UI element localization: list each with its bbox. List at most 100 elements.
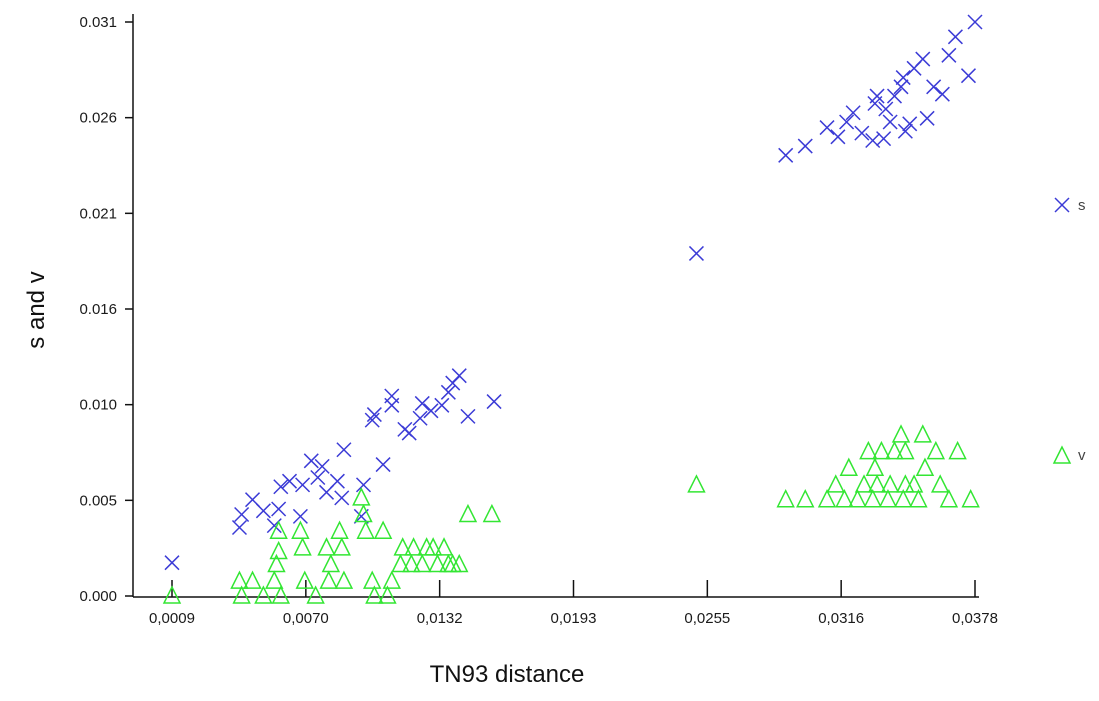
data-point-s bbox=[897, 123, 913, 139]
x-tick-label: 0,0009 bbox=[149, 610, 195, 627]
data-point-s bbox=[688, 245, 704, 261]
x-tick-label: 0,0316 bbox=[818, 610, 864, 627]
data-point-v bbox=[352, 487, 371, 506]
data-point-v bbox=[267, 553, 286, 573]
data-point-s bbox=[778, 147, 794, 163]
data-point-v bbox=[254, 585, 273, 604]
legend: sv bbox=[1052, 197, 1086, 464]
data-point-v bbox=[848, 489, 867, 508]
data-point-v bbox=[872, 440, 891, 460]
data-point-v bbox=[295, 570, 314, 589]
data-point-v bbox=[926, 440, 946, 460]
data-point-s bbox=[231, 519, 247, 536]
series-s bbox=[164, 14, 983, 571]
data-point-s bbox=[878, 101, 894, 117]
x-tick-label: 0,0132 bbox=[417, 610, 463, 627]
data-point-s bbox=[819, 120, 835, 136]
data-point-s bbox=[364, 412, 380, 428]
data-point-s bbox=[886, 88, 903, 104]
x-axis-title: TN93 distance bbox=[430, 661, 585, 688]
data-point-v bbox=[893, 489, 913, 508]
data-point-v bbox=[306, 585, 325, 604]
data-point-v bbox=[404, 537, 423, 556]
data-point-s bbox=[255, 503, 271, 519]
data-point-v bbox=[354, 503, 373, 523]
data-point-v bbox=[391, 553, 410, 573]
data-point-v bbox=[880, 474, 900, 493]
axes bbox=[132, 14, 979, 598]
data-point-v bbox=[321, 553, 341, 573]
y-axis-title: s and v bbox=[23, 271, 50, 348]
data-point-s bbox=[451, 368, 467, 384]
y-tick-label: 0.026 bbox=[79, 110, 117, 127]
y-tick-label: 0.031 bbox=[79, 14, 117, 31]
data-point-s bbox=[355, 477, 372, 493]
data-point-v bbox=[482, 503, 502, 523]
data-point-v bbox=[859, 440, 878, 460]
data-point-v bbox=[891, 424, 911, 443]
x-tick-label: 0,0193 bbox=[551, 610, 597, 627]
data-point-s bbox=[947, 29, 963, 45]
data-point-v bbox=[293, 537, 312, 556]
data-point-v bbox=[243, 570, 262, 589]
data-point-v bbox=[265, 570, 284, 589]
data-point-s bbox=[854, 125, 870, 141]
data-point-s bbox=[830, 129, 846, 145]
data-point-s bbox=[895, 70, 911, 86]
data-point-v bbox=[319, 570, 338, 589]
legend-marker-s bbox=[1054, 197, 1070, 213]
data-point-v bbox=[458, 503, 478, 523]
data-point-v bbox=[271, 585, 291, 604]
data-point-v bbox=[332, 537, 351, 556]
data-point-v bbox=[687, 474, 706, 493]
data-point-v bbox=[434, 537, 454, 556]
points-layer bbox=[162, 14, 983, 604]
legend-label-s: s bbox=[1078, 197, 1086, 214]
data-point-v bbox=[450, 553, 469, 573]
data-point-s bbox=[310, 469, 326, 486]
data-point-v bbox=[365, 585, 384, 604]
data-point-v bbox=[291, 520, 310, 539]
data-point-s bbox=[375, 457, 391, 473]
data-point-v bbox=[909, 489, 928, 508]
data-point-v bbox=[835, 489, 854, 508]
data-point-v bbox=[867, 474, 887, 493]
data-point-s bbox=[164, 555, 180, 571]
data-point-s bbox=[839, 114, 855, 130]
data-point-v bbox=[839, 457, 858, 476]
data-point-v bbox=[948, 440, 967, 460]
data-point-v bbox=[330, 520, 349, 539]
data-point-s bbox=[876, 131, 892, 147]
legend-item-v: v bbox=[1052, 445, 1086, 464]
data-point-s bbox=[919, 110, 935, 126]
data-point-v bbox=[334, 570, 354, 589]
tick-layer: 0.000 0.005 0.010 0.016 0.021 0.026 0.031 0,000… bbox=[79, 14, 997, 627]
data-point-v bbox=[230, 570, 249, 589]
data-point-v bbox=[378, 585, 397, 604]
data-point-s bbox=[295, 477, 311, 493]
data-point-v bbox=[826, 474, 845, 493]
data-point-s bbox=[941, 47, 957, 63]
data-point-v bbox=[776, 489, 795, 508]
data-point-v bbox=[915, 457, 935, 476]
data-point-s bbox=[423, 403, 439, 419]
data-point-s bbox=[266, 518, 282, 534]
data-point-s bbox=[882, 114, 898, 130]
data-point-s bbox=[334, 490, 350, 506]
data-point-s bbox=[384, 397, 400, 413]
series-v bbox=[162, 424, 980, 604]
y-tick-label: 0.010 bbox=[79, 397, 117, 414]
data-point-v bbox=[854, 474, 874, 493]
data-point-v bbox=[863, 489, 882, 508]
y-tick-label: 0.005 bbox=[79, 492, 117, 509]
data-point-s bbox=[366, 407, 382, 423]
data-point-v bbox=[817, 489, 837, 508]
data-point-v bbox=[885, 440, 904, 460]
data-point-s bbox=[460, 408, 476, 424]
legend-label-v: v bbox=[1078, 447, 1086, 464]
data-point-s bbox=[281, 473, 298, 489]
data-point-s bbox=[915, 51, 931, 67]
data-point-v bbox=[382, 570, 402, 589]
